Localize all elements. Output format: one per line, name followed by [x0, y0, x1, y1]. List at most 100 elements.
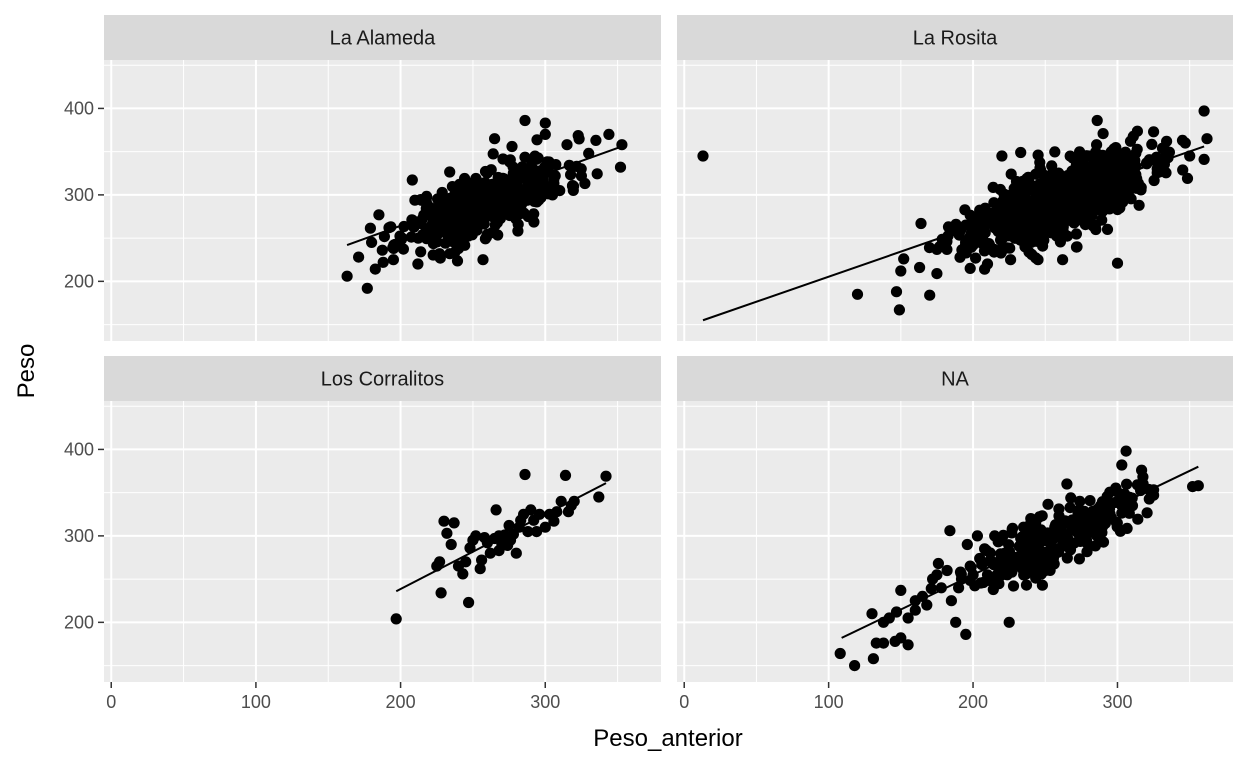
data-point	[1017, 190, 1029, 203]
data-point	[942, 221, 955, 233]
y-axis-title: Peso	[13, 344, 40, 399]
data-point	[1141, 507, 1153, 519]
data-point	[925, 582, 937, 595]
data-point	[924, 289, 936, 301]
data-point	[512, 225, 524, 237]
data-point	[1161, 135, 1173, 147]
data-point	[1120, 445, 1132, 457]
data-point	[451, 255, 464, 267]
data-point	[408, 221, 420, 233]
data-point	[487, 148, 499, 160]
data-point	[697, 150, 709, 162]
data-point	[444, 248, 456, 260]
data-point	[914, 261, 926, 274]
panel-background	[677, 401, 1233, 682]
data-point	[1126, 500, 1139, 512]
data-point	[341, 270, 353, 282]
data-point	[387, 242, 399, 254]
data-point	[1025, 513, 1037, 525]
data-point	[851, 288, 864, 300]
data-point	[406, 174, 418, 186]
data-point	[1111, 181, 1123, 193]
data-point	[950, 616, 962, 628]
facet-strip-label: La Rosita	[913, 28, 998, 50]
data-point	[444, 166, 456, 178]
data-point	[1097, 536, 1110, 548]
data-point	[996, 534, 1008, 546]
data-point	[988, 197, 1000, 209]
data-point	[573, 133, 585, 145]
data-point	[412, 258, 424, 270]
data-point	[987, 181, 999, 193]
data-point	[390, 613, 402, 625]
data-point	[931, 569, 943, 581]
x-tick-label: 100	[241, 692, 271, 712]
x-tick-label: 200	[386, 692, 416, 712]
data-point	[519, 114, 531, 127]
data-point	[510, 213, 522, 225]
trend-line	[841, 465, 1199, 639]
data-point	[559, 469, 572, 481]
data-point	[898, 253, 910, 265]
y-tick-label: 200	[64, 612, 94, 632]
data-point	[1148, 174, 1160, 187]
data-point	[915, 217, 927, 230]
data-point	[1027, 542, 1039, 555]
data-point	[1004, 242, 1016, 254]
data-point	[981, 258, 994, 270]
x-tick-label: 100	[814, 692, 844, 712]
data-point	[1051, 184, 1063, 196]
data-point	[895, 632, 907, 644]
data-point	[436, 194, 448, 207]
data-point	[476, 554, 488, 566]
data-point	[1135, 184, 1147, 196]
data-point	[519, 151, 531, 163]
data-point	[452, 205, 464, 217]
data-point	[497, 153, 509, 165]
y-tick-label: 200	[64, 271, 94, 291]
data-point	[1146, 138, 1158, 150]
data-point	[531, 526, 543, 538]
data-point	[1069, 204, 1081, 216]
data-point	[1081, 546, 1093, 558]
data-point	[890, 286, 903, 298]
data-point	[979, 202, 991, 214]
data-point	[1070, 228, 1082, 240]
data-point	[975, 577, 987, 589]
data-point	[522, 526, 534, 538]
data-point	[1009, 232, 1021, 244]
data-point	[490, 202, 502, 214]
data-point	[387, 254, 399, 266]
data-point	[533, 508, 546, 520]
data-point	[1108, 143, 1120, 155]
panel-points	[834, 445, 1204, 672]
facet-panels: La Alameda La Rosita Los Corralitos NA	[104, 15, 1233, 682]
data-point	[490, 504, 502, 516]
data-point	[998, 188, 1010, 200]
data-point	[1037, 227, 1050, 239]
data-point	[1050, 519, 1062, 531]
data-point	[895, 265, 907, 277]
data-point	[539, 128, 551, 140]
data-point	[1105, 512, 1117, 524]
data-point	[1028, 526, 1040, 538]
data-point	[415, 246, 427, 258]
facet-strip-label: La Alameda	[330, 28, 437, 50]
data-point	[1057, 254, 1069, 266]
data-point	[603, 128, 615, 140]
data-point	[463, 201, 475, 213]
data-point	[1177, 164, 1189, 176]
data-point	[1028, 218, 1040, 230]
data-point	[1098, 153, 1110, 165]
data-point	[474, 563, 486, 575]
data-point	[1067, 152, 1079, 164]
data-point	[583, 147, 595, 159]
data-point	[1101, 223, 1114, 235]
data-point	[1020, 579, 1033, 591]
data-point	[567, 184, 579, 196]
data-point	[593, 491, 605, 503]
data-point	[895, 584, 907, 597]
data-point	[529, 150, 541, 162]
data-point	[1090, 516, 1102, 528]
x-tick-label: 200	[958, 692, 988, 712]
